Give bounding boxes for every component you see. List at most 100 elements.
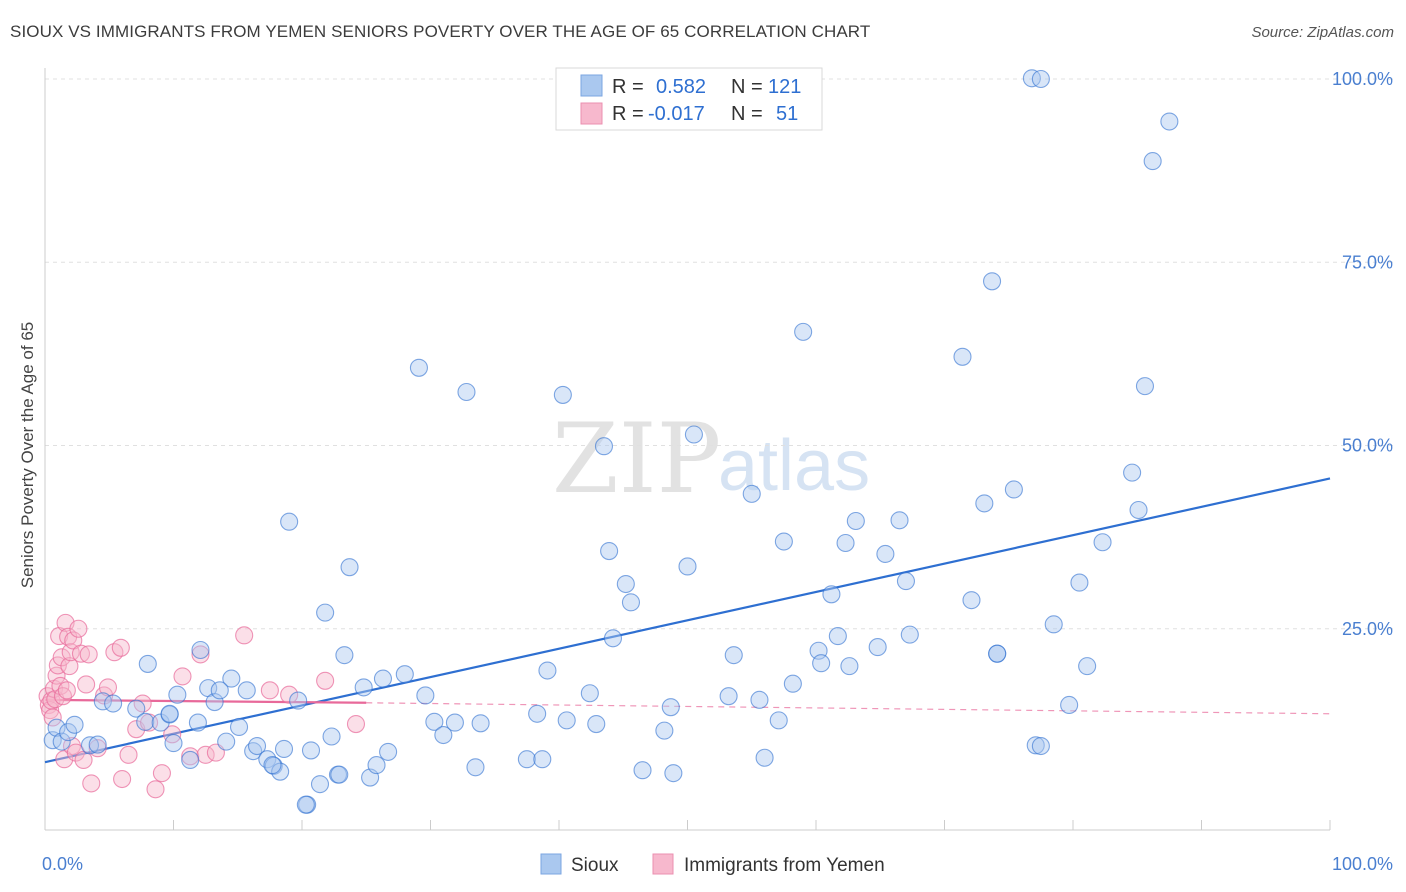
watermark-atlas: atlas [718,426,870,506]
chart-source: Source: ZipAtlas.com [1251,24,1394,41]
point-sioux-51 [445,713,464,732]
point-sioux-22 [222,669,241,688]
point-sioux-106 [1060,695,1079,715]
point-sioux-89 [846,511,865,531]
point-sioux-57 [533,750,552,769]
point-yemen-26 [79,645,98,664]
point-sioux-2 [52,732,71,751]
series-sioux [43,69,1179,814]
point-sioux-77 [750,690,769,709]
point-sioux-82 [794,322,813,341]
y-tick-label-25: 25.0% [1342,619,1393,639]
point-yemen-39 [152,764,171,783]
point-sioux-116 [330,765,349,784]
bottom-legend-swatch-sioux [540,853,562,875]
point-sioux-7 [88,735,107,754]
point-yemen-15 [57,681,76,700]
point-yemen-27 [82,774,101,793]
point-sioux-21 [217,732,236,751]
x-tick-labels: 0.0% 100.0% [42,854,1393,874]
point-yemen-22 [69,619,88,638]
y-axis-title: Seniors Poverty Over the Age of 65 [18,322,37,588]
point-yemen-43 [191,645,210,664]
point-sioux-32 [289,691,308,710]
point-sioux-111 [1129,500,1148,520]
point-sioux-50 [434,725,453,745]
legend-swatch-yemen [580,102,603,125]
point-yemen-32 [111,638,130,657]
point-sioux-65 [603,629,623,648]
point-sioux-13 [168,685,187,704]
point-sioux-79 [769,711,788,730]
x-tick-label-0: 0.0% [42,854,83,874]
legend-r-label-yemen: R = [612,103,644,125]
point-sioux-68 [633,761,652,780]
point-sioux-63 [594,437,614,456]
point-sioux-49 [425,712,444,731]
point-sioux-62 [587,714,606,734]
watermark: ZIP atlas [552,403,870,515]
point-sioux-3 [59,723,78,742]
point-sioux-29 [271,762,290,781]
point-sioux-18 [191,640,210,660]
point-sioux-67 [621,593,641,612]
point-sioux-110 [1123,463,1142,482]
point-sioux-16 [181,750,200,770]
point-yemen-17 [60,657,79,676]
y-tick-label-50: 50.0% [1342,436,1393,456]
point-sioux-10 [136,712,155,731]
point-sioux-53 [466,758,485,777]
point-sioux-118 [160,704,179,723]
point-sioux-59 [553,385,572,404]
point-yemen-25 [77,675,96,694]
point-sioux-114 [1160,112,1179,131]
point-sioux-8 [104,694,123,713]
point-sioux-4 [65,715,84,734]
point-sioux-71 [664,764,683,783]
legend-swatch-sioux [580,74,603,97]
point-sioux-36 [316,603,335,622]
point-sioux-37 [322,727,341,746]
point-sioux-46 [395,665,414,684]
point-sioux-40 [340,558,359,577]
point-sioux-48 [416,686,435,705]
watermark-zip: ZIP [552,403,721,515]
point-sioux-70 [661,698,680,717]
point-sioux-96 [962,591,981,610]
point-sioux-102 [1031,69,1050,89]
x-tick-label-100: 100.0% [1332,854,1393,874]
point-yemen-47 [260,681,279,700]
point-sioux-44 [373,669,393,688]
point-sioux-74 [719,687,738,706]
point-sioux-113 [1143,152,1162,171]
top-legend: R = 0.582 N = 121 R = -0.017 N = 51 [555,67,823,131]
point-sioux-108 [1078,657,1097,676]
point-sioux-41 [354,678,373,697]
point-yemen-41 [173,667,192,686]
point-yemen-4 [43,708,62,727]
point-sioux-23 [229,717,249,737]
point-sioux-9 [127,699,146,718]
point-sioux-80 [774,532,793,551]
point-sioux-15 [164,734,183,753]
point-yemen-33 [113,769,132,789]
legend-r-value-yemen: -0.017 [648,103,705,125]
bottom-legend: Sioux Immigrants from Yemen [540,853,885,876]
gridlines [45,78,1394,630]
point-sioux-55 [517,750,536,769]
point-sioux-47 [409,358,428,377]
series-immigrants-from-yemen [38,613,366,799]
point-sioux-103 [1026,736,1045,755]
point-sioux-52 [457,382,476,402]
point-sioux-100 [1004,480,1023,499]
point-sioux-104 [1031,736,1050,756]
point-yemen-49 [316,671,335,690]
point-sioux-34 [301,741,321,760]
point-sioux-86 [822,585,841,604]
point-yemen-34 [119,745,138,764]
point-sioux-14 [138,654,157,673]
y-tick-label-100: 100.0% [1332,69,1393,89]
legend-n-label-yemen: N = [731,103,763,125]
point-sioux-117 [210,681,229,700]
point-sioux-95 [953,347,972,366]
